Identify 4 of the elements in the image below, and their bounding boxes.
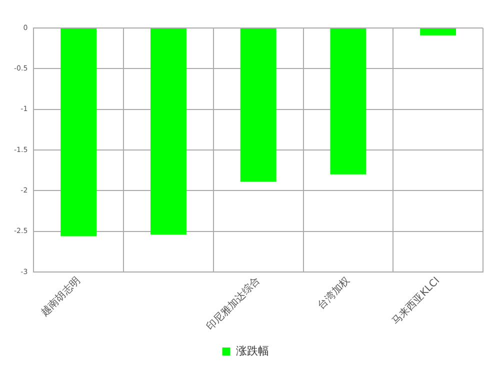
x-tick-label: 越南胡志明 bbox=[38, 274, 83, 319]
x-tick-label: 台湾加权 bbox=[315, 274, 352, 312]
x-tick-label: 印尼雅加达综合 bbox=[204, 274, 262, 333]
legend-label: 涨跌幅 bbox=[236, 344, 269, 358]
